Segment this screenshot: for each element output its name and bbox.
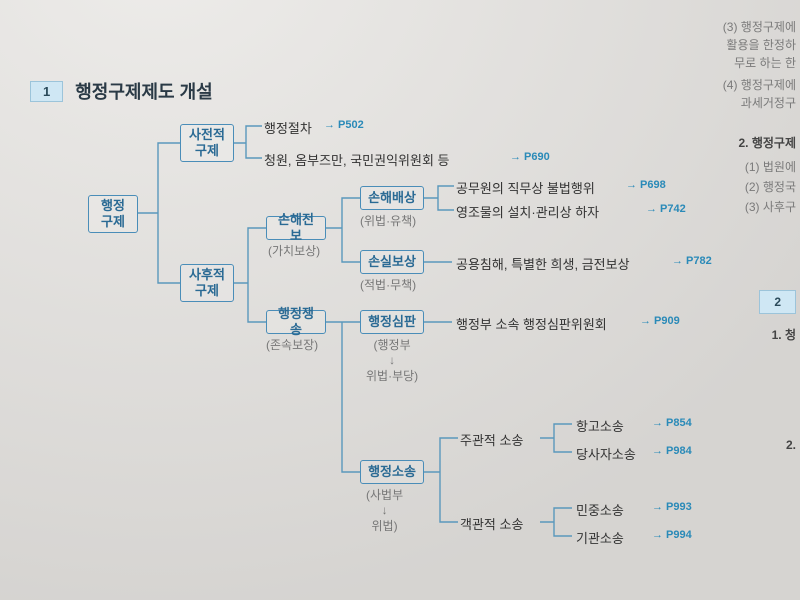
- suit-obj-a-ref: → P993: [652, 501, 692, 513]
- suit-subj-b-ref: → P984: [652, 445, 692, 457]
- node-litigation-sub: (사법부 ↓ 위법): [366, 486, 403, 534]
- node-dispute-sub: (존속보장): [266, 336, 318, 353]
- node-adjudication: 행정심판: [360, 310, 424, 334]
- adjudication-row: 행정부 소속 행정심판위원회: [456, 314, 607, 333]
- suit-obj-b: 기관소송: [576, 528, 624, 547]
- rightpage-frag-4: (4) 행정구제에: [723, 76, 796, 94]
- rightpage-mid-2: (2) 행정국: [745, 178, 796, 196]
- adjudication-row-ref: → P909: [640, 315, 680, 327]
- node-preventive: 사전적 구제: [180, 124, 234, 162]
- node-remedial: 사후적 구제: [180, 264, 234, 302]
- rightpage-subheading: 1. 청: [772, 326, 796, 344]
- damage-row-1-ref: → P698: [626, 179, 666, 191]
- node-damage: 손해배상: [360, 186, 424, 210]
- suit-obj-b-ref: → P994: [652, 529, 692, 541]
- pre-line-1: 행정절차: [264, 118, 312, 137]
- suit-subj-a-ref: → P854: [652, 417, 692, 429]
- section-title: 행정구제제도 개설: [75, 78, 212, 104]
- rightpage-badge-2: 2: [759, 290, 796, 314]
- node-damage-sub: (위법·유책): [360, 212, 416, 229]
- suit-group-subjective: 주관적 소송: [460, 430, 523, 449]
- rightpage-mid-1: (1) 법원에: [745, 158, 796, 176]
- suit-group-objective: 객관적 소송: [460, 514, 523, 533]
- suit-subj-a: 항고소송: [576, 416, 624, 435]
- node-root: 행정 구제: [88, 195, 138, 233]
- pre-line-2-ref: → P690: [510, 151, 550, 163]
- damage-row-2-ref: → P742: [646, 203, 686, 215]
- damage-row-2: 영조물의 설치·관리상 하자: [456, 202, 599, 221]
- loss-row-ref: → P782: [672, 255, 712, 267]
- node-compensation: 손해전보: [266, 216, 326, 240]
- node-litigation: 행정소송: [360, 460, 424, 484]
- node-loss: 손실보상: [360, 250, 424, 274]
- rightpage-frag-2: 활용을 한정하: [726, 36, 796, 54]
- node-loss-sub: (적법·무책): [360, 276, 416, 293]
- section-number-badge: 1: [30, 81, 63, 102]
- pre-line-1-ref: → P502: [324, 119, 364, 131]
- rightpage-mid-3: (3) 사후구: [745, 198, 796, 216]
- rightpage-frag-5: 과세거정구: [741, 94, 796, 112]
- pre-line-2: 청원, 옴부즈만, 국민권익위원회 등: [264, 150, 450, 169]
- rightpage-frag-3: 무로 하는 한: [734, 54, 796, 72]
- damage-row-1: 공무원의 직무상 불법행위: [456, 178, 595, 197]
- node-dispute: 행정쟁송: [266, 310, 326, 334]
- rightpage-num-2: 2.: [786, 436, 796, 454]
- suit-subj-b: 당사자소송: [576, 444, 636, 463]
- node-compensation-sub: (가치보상): [268, 242, 320, 259]
- rightpage-heading-2: 2. 행정구제: [738, 134, 796, 152]
- rightpage-frag-1: (3) 행정구제에: [723, 18, 796, 36]
- suit-obj-a: 민중소송: [576, 500, 624, 519]
- node-adjudication-sub: (행정부 ↓ 위법·부당): [366, 336, 418, 384]
- loss-row: 공용침해, 특별한 희생, 금전보상: [456, 254, 630, 273]
